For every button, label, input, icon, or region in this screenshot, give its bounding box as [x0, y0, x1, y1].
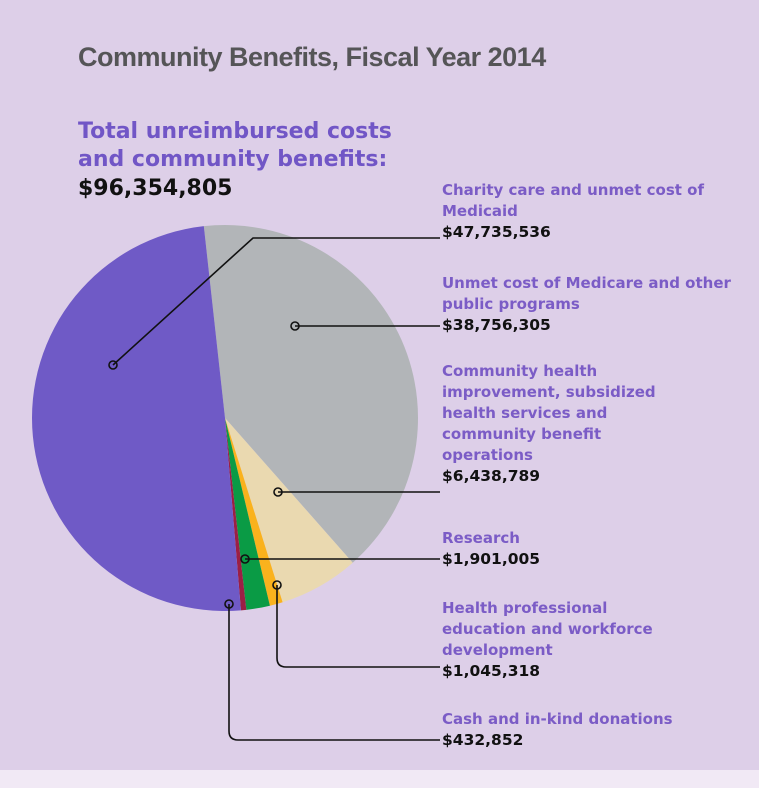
leader-cash-donations-dot — [224, 599, 234, 609]
total-value: $96,354,805 — [78, 176, 233, 201]
label-research: Research $1,901,005 — [442, 528, 742, 570]
slice-cash-donations — [225, 418, 247, 611]
leader-health-education — [276, 585, 440, 668]
label-health-education-name: Health professional education and workfo… — [442, 599, 653, 659]
label-cash-donations-value: $432,852 — [442, 731, 524, 749]
slice-research — [225, 418, 270, 610]
slice-charity-care — [32, 226, 241, 611]
slice-community-health — [225, 418, 353, 603]
label-research-name: Research — [442, 529, 520, 547]
label-research-value: $1,901,005 — [442, 550, 541, 568]
leader-charity-care-dot — [108, 360, 118, 370]
label-health-education: Health professional education and workfo… — [442, 598, 682, 682]
label-charity-care-name: Charity care and unmet cost of Medicaid — [442, 181, 704, 220]
total-label: Total unreimbursed costs and community b… — [78, 119, 392, 172]
leader-health-education-dot — [272, 580, 282, 590]
leader-community-health-dot — [273, 487, 283, 497]
leader-medicare-dot — [290, 321, 300, 331]
slice-medicare — [203, 225, 418, 563]
label-cash-donations: Cash and in-kind donations $432,852 — [442, 709, 742, 751]
label-medicare-value: $38,756,305 — [442, 316, 551, 334]
label-community-health-value: $6,438,789 — [442, 467, 541, 485]
chart-title: Community Benefits, Fiscal Year 2014 — [78, 42, 546, 72]
label-community-health: Community health improvement, subsidized… — [442, 361, 692, 487]
label-health-education-value: $1,045,318 — [442, 662, 541, 680]
label-charity-care: Charity care and unmet cost of Medicaid … — [442, 180, 742, 243]
label-charity-care-value: $47,735,536 — [442, 223, 551, 241]
label-medicare: Unmet cost of Medicare and other public … — [442, 273, 742, 336]
leader-charity-care — [112, 237, 440, 366]
label-cash-donations-name: Cash and in-kind donations — [442, 710, 673, 728]
leader-research-dot — [240, 554, 250, 564]
label-community-health-name: Community health improvement, subsidized… — [442, 362, 656, 464]
leader-cash-donations — [228, 604, 440, 741]
label-medicare-name: Unmet cost of Medicare and other public … — [442, 274, 731, 313]
